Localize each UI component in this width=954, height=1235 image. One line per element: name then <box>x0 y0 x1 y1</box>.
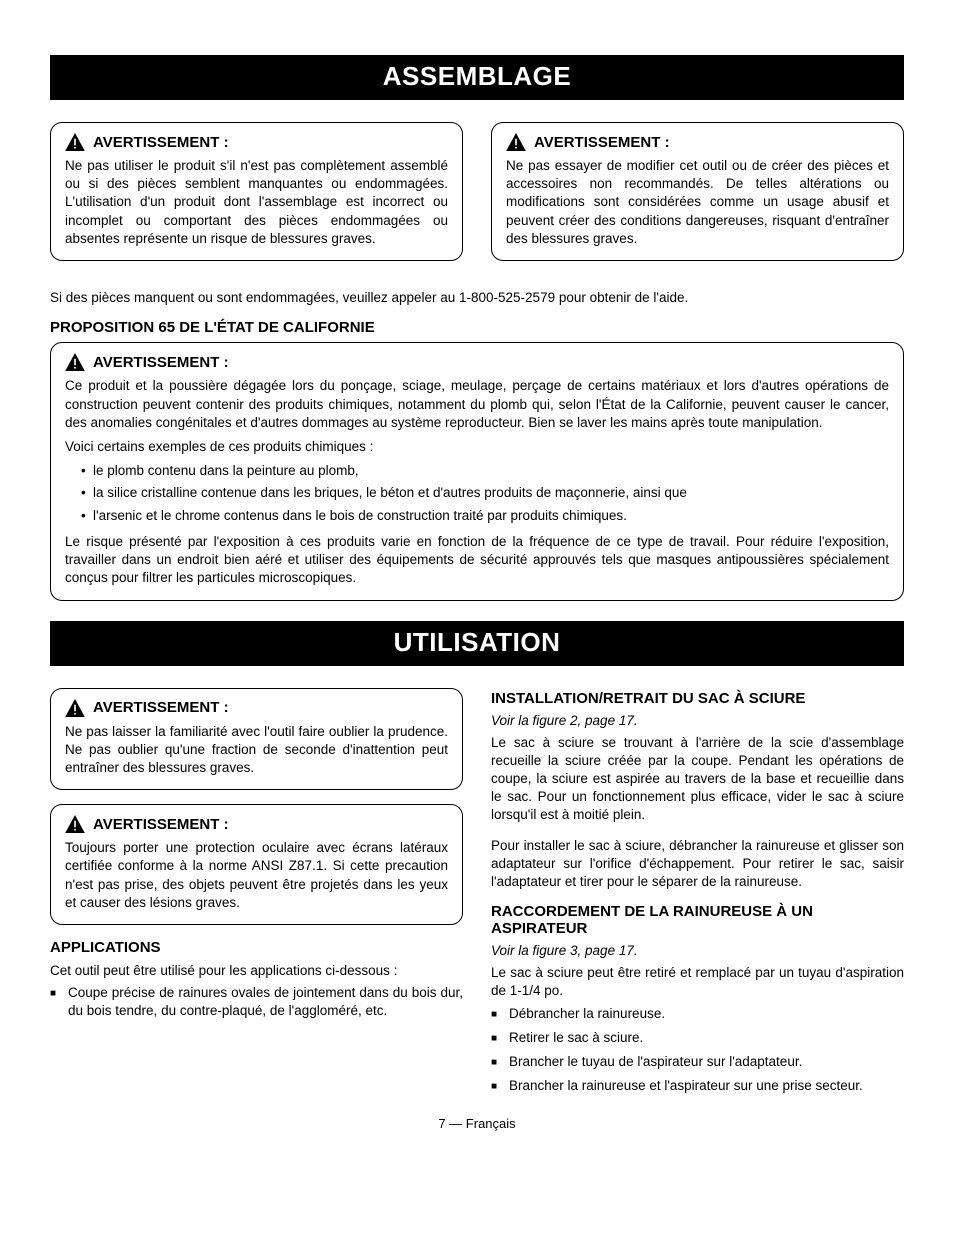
missing-parts-note: Si des pièces manquent ou sont endommagé… <box>50 289 904 307</box>
applications-heading: APPLICATIONS <box>50 939 463 956</box>
list-item: l'arsenic et le chrome contenus dans le … <box>81 507 889 525</box>
warning-box-prop65: AVERTISSEMENT : Ce produit et la poussiè… <box>50 342 904 600</box>
list-item: Coupe précise de rainures ovales de join… <box>50 984 463 1020</box>
warning-title: AVERTISSEMENT : <box>93 816 229 833</box>
figure-reference-2: Voir la figure 2, page 17. <box>491 713 904 728</box>
utilisation-columns: AVERTISSEMENT : Ne pas laisser la famili… <box>50 688 904 1102</box>
list-item: Brancher le tuyau de l'aspirateur sur l'… <box>491 1053 904 1071</box>
prop65-paragraph-2: Voici certains exemples de ces produits … <box>65 438 889 456</box>
utilisation-banner: UTILISATION <box>50 621 904 666</box>
connect-vacuum-heading: RACCORDEMENT DE LA RAINUREUSE À UN ASPIR… <box>491 903 904 937</box>
warning-title: AVERTISSEMENT : <box>93 699 229 716</box>
applications-intro: Cet outil peut être utilisé pour les app… <box>50 962 463 980</box>
install-paragraph-2: Pour installer le sac à sciure, débranch… <box>491 837 904 892</box>
prop65-chemicals-list: le plomb contenu dans la peinture au plo… <box>65 462 889 525</box>
connect-steps-list: Débrancher la rainureuse. Retirer le sac… <box>491 1005 904 1096</box>
warning-triangle-icon <box>65 699 85 717</box>
install-dust-bag-heading: INSTALLATION/RETRAIT DU SAC À SCIURE <box>491 690 904 707</box>
warning-box-eye-protection: AVERTISSEMENT : Toujours porter une prot… <box>50 804 463 925</box>
warning-body: Ne pas essayer de modifier cet outil ou … <box>506 157 889 248</box>
warning-triangle-icon <box>506 133 526 151</box>
list-item: Brancher la rainureuse et l'aspirateur s… <box>491 1077 904 1095</box>
warning-box-familiarity: AVERTISSEMENT : Ne pas laisser la famili… <box>50 688 463 791</box>
assemblage-banner: ASSEMBLAGE <box>50 55 904 100</box>
list-item: Retirer le sac à sciure. <box>491 1029 904 1047</box>
warning-triangle-icon <box>65 815 85 833</box>
assemblage-warnings-row: AVERTISSEMENT : Ne pas utiliser le produ… <box>50 122 904 275</box>
warning-body: Toujours porter une protection oculaire … <box>65 839 448 912</box>
list-item: Débrancher la rainureuse. <box>491 1005 904 1023</box>
install-paragraph-1: Le sac à sciure se trouvant à l'arrière … <box>491 734 904 825</box>
applications-list: Coupe précise de rainures ovales de join… <box>50 984 463 1020</box>
prop65-paragraph-1: Ce produit et la poussière dégagée lors … <box>65 377 889 432</box>
list-item: la silice cristalline contenue dans les … <box>81 484 889 502</box>
connect-paragraph-1: Le sac à sciure peut être retiré et remp… <box>491 964 904 1000</box>
page-footer: 7 — Français <box>50 1116 904 1131</box>
prop65-heading: PROPOSITION 65 DE L'ÉTAT DE CALIFORNIE <box>50 319 904 336</box>
figure-reference-3: Voir la figure 3, page 17. <box>491 943 904 958</box>
warning-triangle-icon <box>65 353 85 371</box>
warning-title: AVERTISSEMENT : <box>93 354 229 371</box>
warning-triangle-icon <box>65 133 85 151</box>
prop65-paragraph-3: Le risque présenté par l'exposition à ce… <box>65 533 889 588</box>
warning-title: AVERTISSEMENT : <box>93 134 229 151</box>
warning-body: Ne pas laisser la familiarité avec l'out… <box>65 723 448 778</box>
list-item: le plomb contenu dans la peinture au plo… <box>81 462 889 480</box>
warning-box-incomplete-assembly: AVERTISSEMENT : Ne pas utiliser le produ… <box>50 122 463 261</box>
warning-box-no-modification: AVERTISSEMENT : Ne pas essayer de modifi… <box>491 122 904 261</box>
warning-title: AVERTISSEMENT : <box>534 134 670 151</box>
warning-body: Ne pas utiliser le produit s'il n'est pa… <box>65 157 448 248</box>
